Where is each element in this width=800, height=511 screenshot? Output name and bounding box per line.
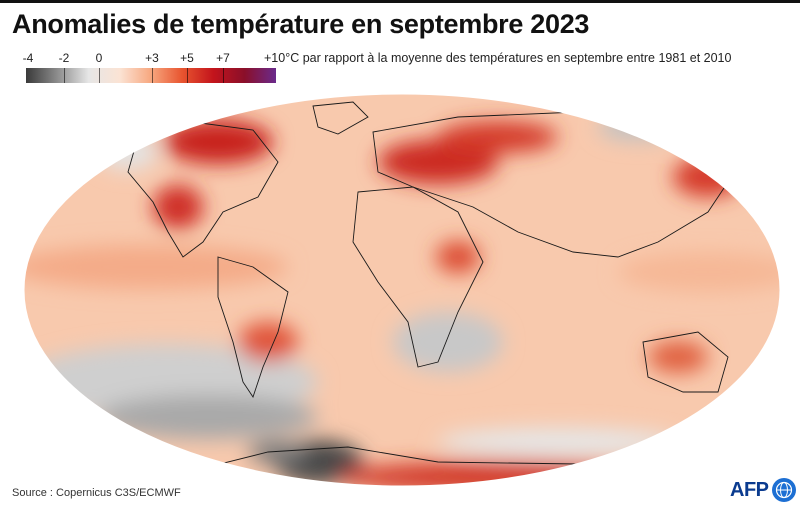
legend-tick-label: +7 [216,51,230,65]
afp-logo-text: AFP [730,478,769,501]
legend-tick-mark [223,68,224,83]
legend-tick-label: -2 [58,51,70,65]
legend-tick-label: -4 [22,51,34,65]
north-america-outline [127,121,279,258]
greenland-outline [312,101,369,135]
legend-tick-mark [187,68,188,83]
legend-tick-label: +3 [145,51,159,65]
temperature-anomaly-map [23,93,781,487]
source-credit: Source : Copernicus C3S/ECMWF [12,487,181,499]
globe-edge [23,93,781,487]
legend-tick-label: +5 [180,51,194,65]
world-map [18,92,786,488]
south-america-outline [217,256,289,399]
legend-color-bar [26,68,276,83]
afp-globe-icon [771,478,796,502]
legend-tick-label: 0 [95,51,103,65]
legend-tick-mark [99,68,100,83]
top-rule [0,0,800,3]
legend-tick-mark [64,68,65,83]
page-title: Anomalies de température en septembre 20… [12,9,590,39]
australia-outline [642,331,729,393]
afp-logo: AFP [730,478,796,502]
legend-tick-mark [152,68,153,83]
legend: -4 -2 0 +3 +5 +7 +10°C par rapport à la … [22,51,786,91]
legend-description: +10°C par rapport à la moyenne des tempé… [264,51,732,65]
africa-outline [352,186,484,368]
